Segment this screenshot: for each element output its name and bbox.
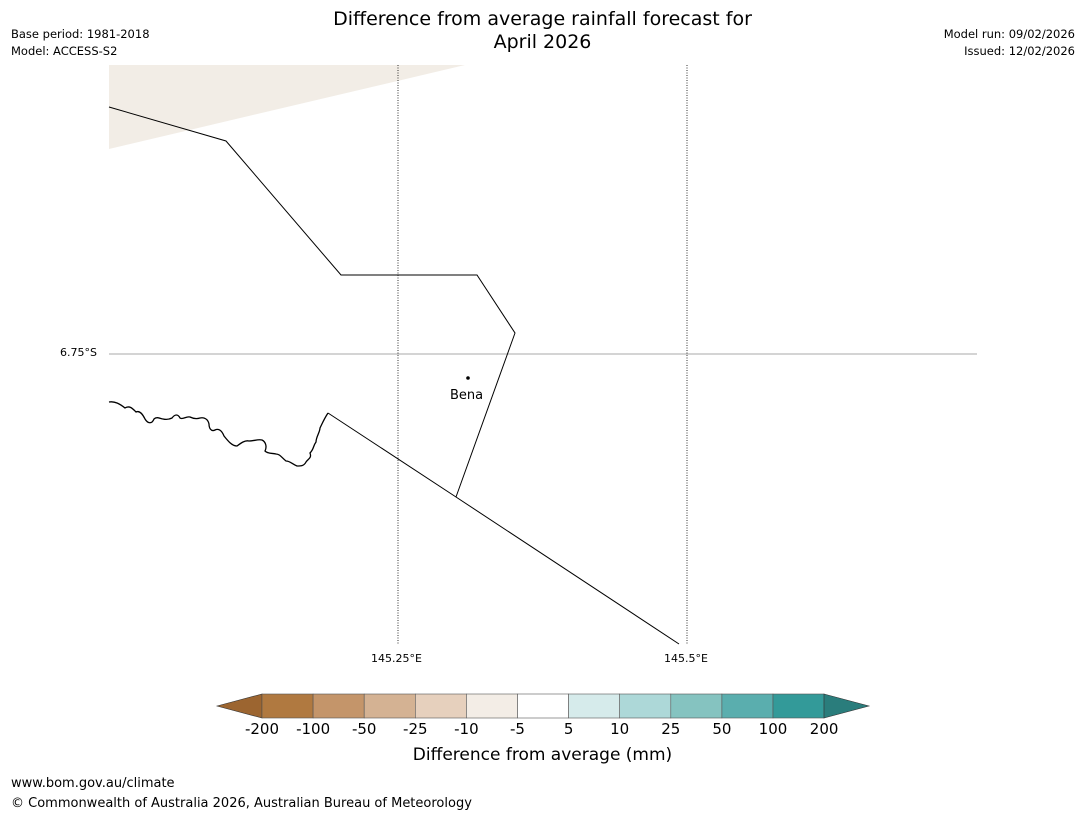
title-line-1: Difference from average rainfall forecas… [333,8,752,30]
footer-url[interactable]: www.bom.gov.au/climate [11,776,175,791]
colorbar-segment [261,693,314,719]
colorbar-tick-label: 10 [610,720,630,738]
latitude-label: 6.75°S [60,346,97,359]
metadata-right: Model run: 09/02/2026 Issued: 12/02/2026 [944,26,1075,60]
colorbar-segment [670,693,723,719]
colorbar-tick-label: -25 [403,720,428,738]
colorbar-tick-label: 200 [809,720,839,738]
colorbar-tick-labels: -200 -100 -50 -25 -10 -5 5 10 25 50 100 200 [0,720,1085,740]
longitude-label-145-5: 145.5°E [664,652,708,665]
river-coastline [108,401,329,467]
colorbar-title: Difference from average (mm) [412,745,673,765]
colorbar-left-arrow [215,693,263,719]
colorbar-tick-label: -50 [351,720,377,738]
province-border-north [108,106,516,498]
colorbar-tick-label: -10 [454,720,479,738]
colorbar-tick-label: -100 [296,720,331,738]
model-name: Model: ACCESS-S2 [11,44,118,58]
colorbar-tick-label: 50 [712,720,732,738]
metadata-left: Base period: 1981-2018 Model: ACCESS-S2 [11,26,150,60]
footer-copyright: © Commonwealth of Australia 2026, Austra… [11,796,472,811]
colorbar-segment [568,693,620,719]
title-line-2: April 2026 [493,31,592,53]
colorbar-segment [363,693,416,719]
model-run-date: Model run: 09/02/2026 [943,27,1075,41]
colorbar-segment [772,693,825,719]
colorbar-tick-label: 5 [563,720,574,738]
base-period: Base period: 1981-2018 [11,27,150,41]
colorbar-segment [721,693,774,719]
colorbar-segment [517,693,569,719]
town-marker-bena [466,376,470,380]
colorbar-segments [261,693,825,719]
forecast-shading-area [109,65,465,149]
colorbar-right-arrow [823,693,871,719]
longitude-label-145-25: 145.25°E [371,652,422,665]
colorbar-segment [414,693,467,719]
colorbar-tick-label: 100 [758,720,788,738]
province-border-south [327,412,680,645]
place-label-bena: Bena [450,388,484,403]
colorbar-segment [619,693,672,719]
colorbar-segment [466,693,518,719]
colorbar-tick-label: -200 [244,720,280,738]
colorbar-segment [312,693,365,719]
colorbar-tick-label: 25 [661,720,681,738]
issued-date: Issued: 12/02/2026 [964,44,1075,58]
colorbar-tick-label: -5 [510,720,525,738]
chart-title: Difference from average rainfall forecas… [0,8,1085,54]
